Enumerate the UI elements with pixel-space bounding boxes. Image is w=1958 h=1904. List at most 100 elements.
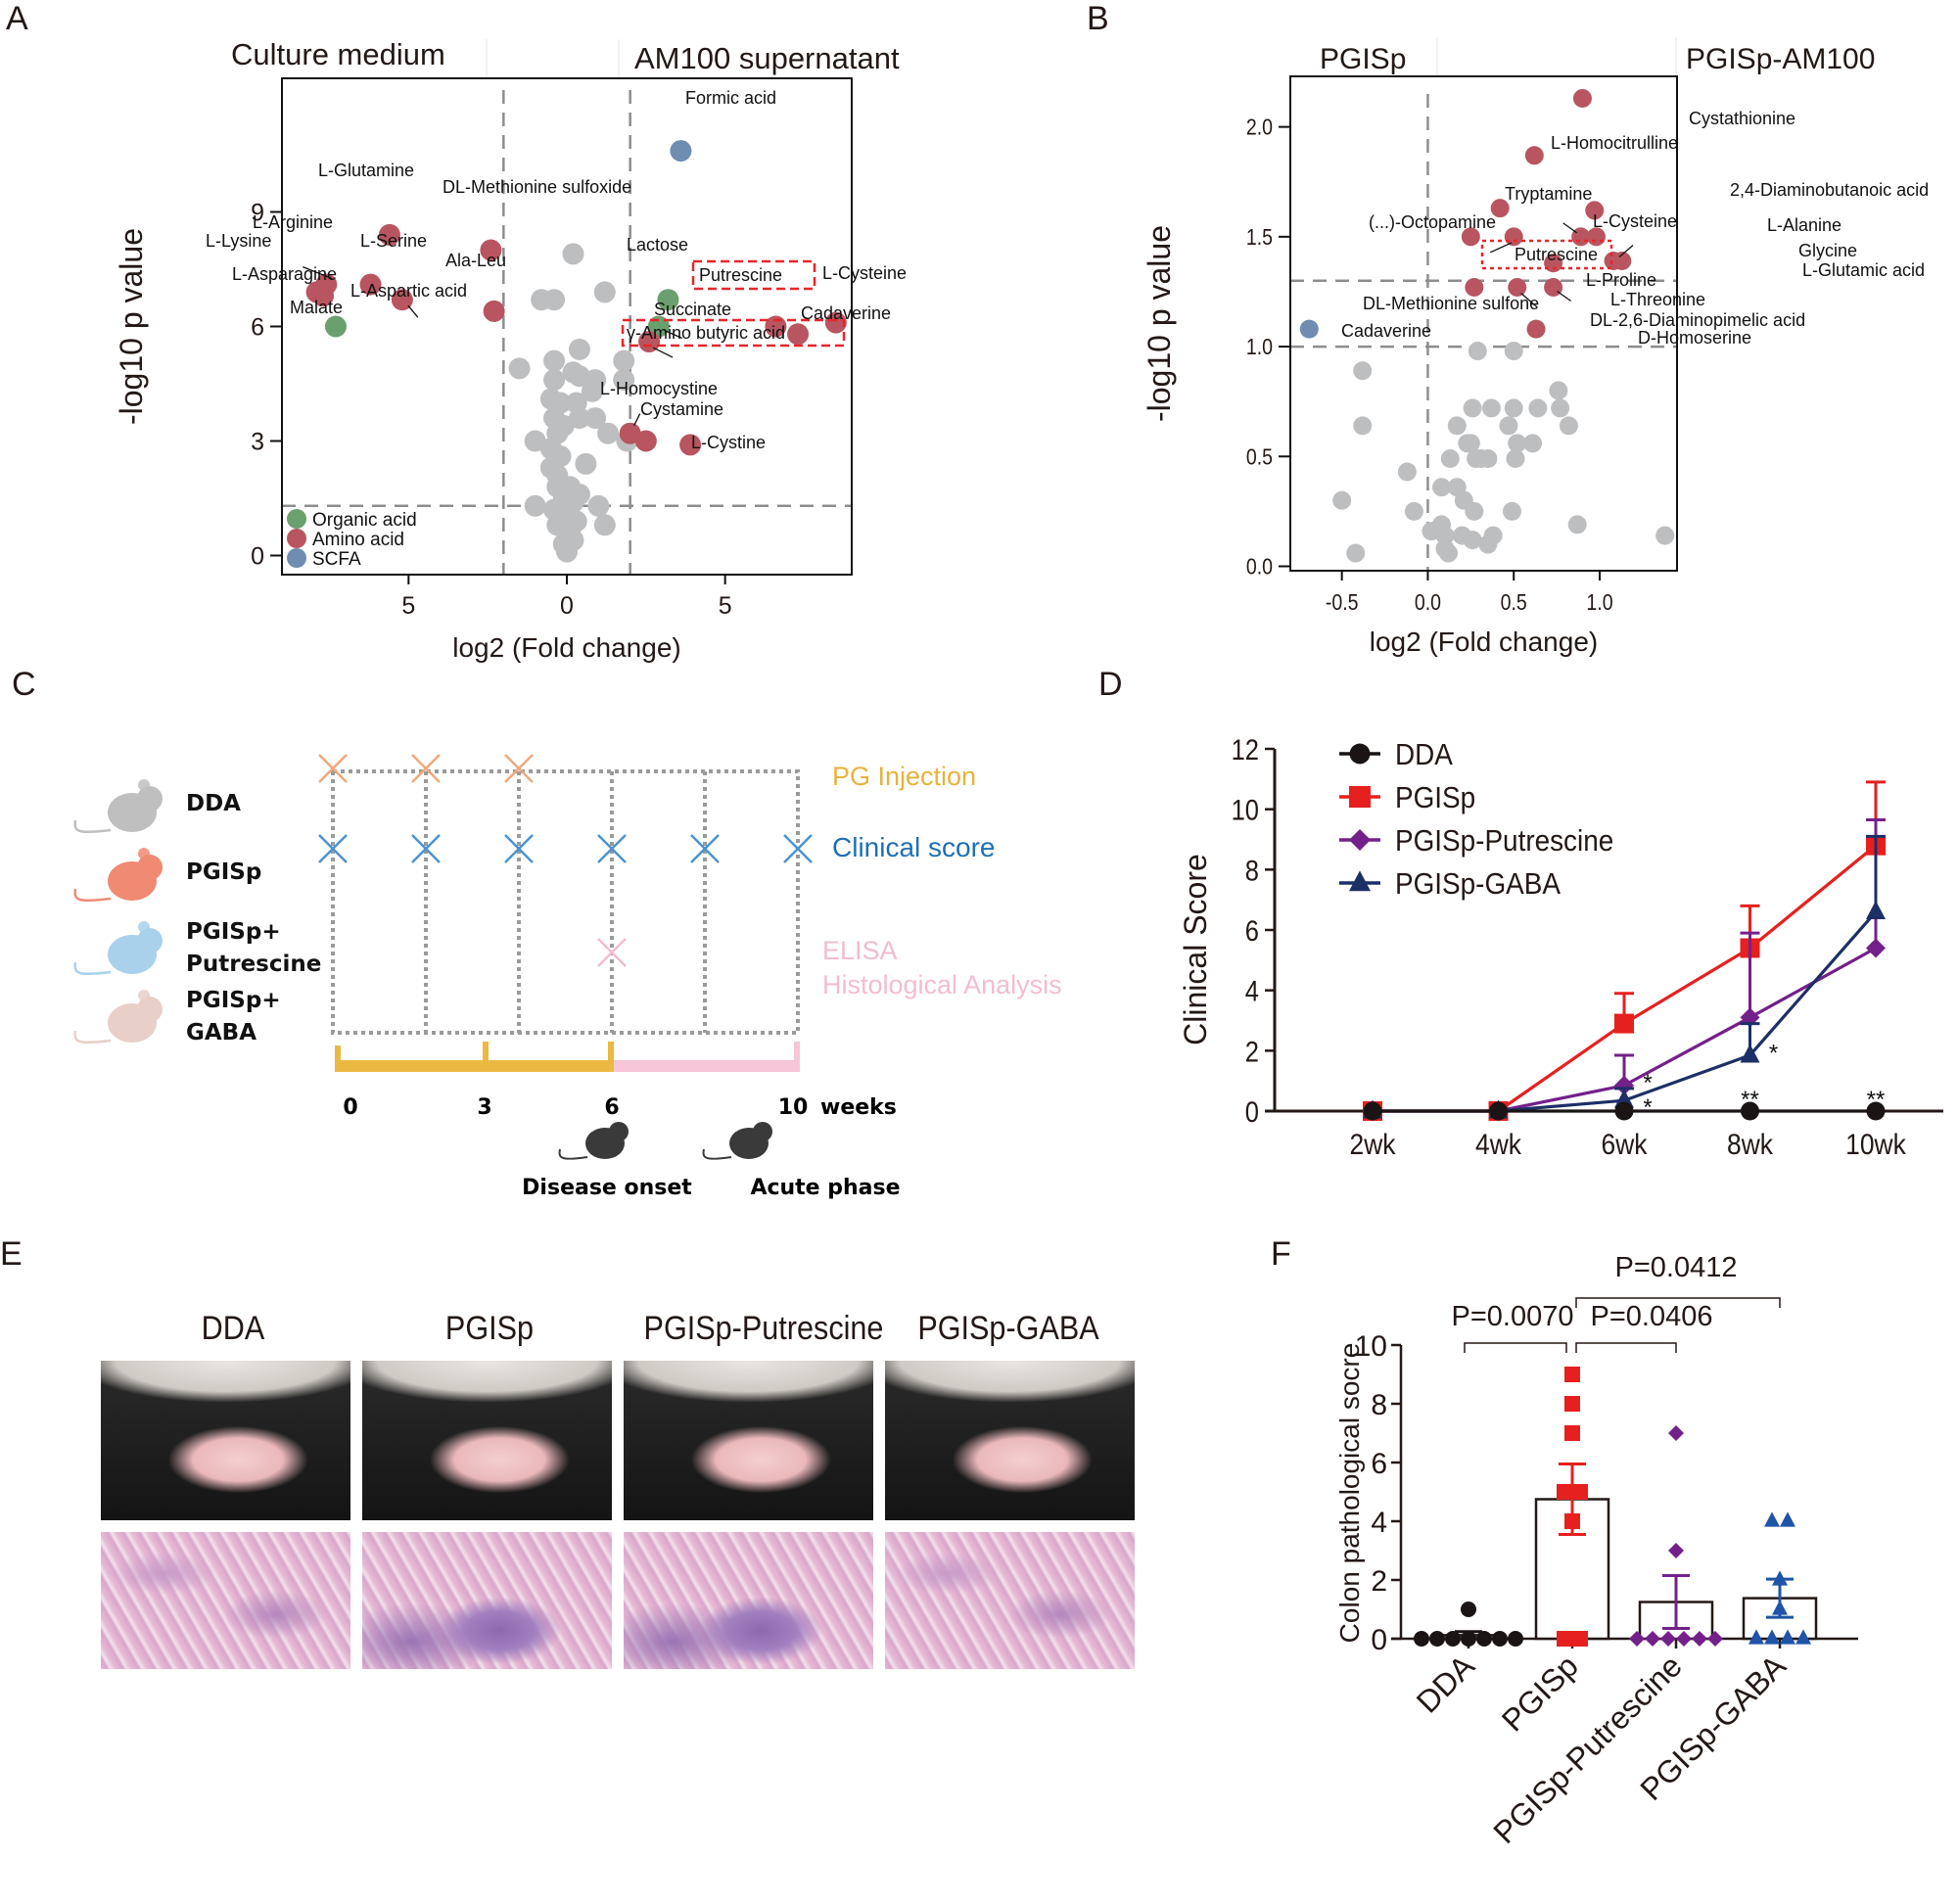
data-point-nonsignificant [1504, 398, 1523, 418]
clinical-score-mark [597, 834, 627, 863]
data-point-nonsignificant [1353, 361, 1373, 381]
data-point-pgisp-gaba [1764, 1511, 1780, 1527]
x-tick-label: 1.0 [1586, 590, 1612, 616]
mouse-head [137, 786, 163, 812]
panel-letter-f: F [1271, 1235, 1291, 1273]
mouse-tail [73, 819, 112, 834]
y-tick-label: 0 [1245, 1095, 1259, 1128]
data-point-nonsignificant [524, 494, 546, 517]
data-point-pgisp-gaba [1764, 1629, 1780, 1645]
data-point-nonsignificant [1523, 434, 1543, 453]
data-point-octopamine [1461, 227, 1480, 247]
y-tick-label: 6 [1245, 914, 1259, 947]
photo-title-dda: DDA [201, 1310, 265, 1347]
paw-photo-putrescine [624, 1361, 873, 1520]
point-label-l-alanine: L-Alanine [1767, 215, 1841, 235]
mouse-tail [73, 1030, 112, 1045]
data-point-pgisp-putrescine [1668, 1425, 1684, 1441]
data-point-putrescine [1504, 227, 1523, 247]
data-point-nonsignificant [1481, 398, 1501, 418]
comparison-bracket [1575, 1297, 1781, 1308]
mouse-ear [138, 848, 150, 859]
mouse-tail [73, 961, 112, 976]
point-label-l-proline: L-Proline [1586, 270, 1656, 290]
mouse-head [137, 855, 163, 880]
pg-injection-mark [318, 754, 348, 783]
data-point-dda-2wk [1363, 1101, 1382, 1121]
data-point-cadaverine [787, 323, 810, 346]
point-label-putrescine: Putrescine [1515, 245, 1598, 264]
y-tick-label: 3 [251, 428, 264, 455]
legend-marker-pgisp [1349, 786, 1371, 808]
data-point-dda-4wk [1489, 1101, 1508, 1121]
point-label-formic-acid: Formic acid [685, 88, 776, 108]
highlight-box-amino-butyric-acid [621, 318, 846, 348]
x-tick-label-10wk: 10wk [1845, 1127, 1906, 1160]
significance-annotation: ** [1741, 1087, 1759, 1113]
legend-marker-scfa [287, 548, 306, 568]
histology-pgisp [362, 1532, 612, 1669]
x-tick-label-pgisp: PGISp [1495, 1648, 1585, 1738]
data-point-formic-acid [670, 140, 692, 163]
legend-clinical-score: Clinical score [832, 832, 996, 862]
mouse-ear [138, 990, 150, 1001]
point-label-l-lysine: L-Lysine [206, 231, 271, 251]
significance-annotation: * [1643, 1070, 1652, 1096]
panel-letter-a: A [6, 0, 28, 37]
data-point-pgisp-putrescine [1676, 1631, 1692, 1647]
photo-title-putrescine: PGISp-Putrescine [643, 1310, 884, 1347]
point-label-d-homoserine: D-Homoserine [1638, 328, 1751, 348]
highlight-box-putrescine [1480, 239, 1613, 270]
data-point-nonsignificant [1468, 342, 1487, 361]
data-point-nonsignificant [1431, 478, 1451, 497]
group-label: PGISp+ [186, 919, 281, 945]
panel-letter-b: B [1087, 0, 1109, 37]
plot-frame [1289, 75, 1678, 572]
mouse-icon-pgisp [73, 848, 163, 903]
data-point-nonsignificant [1461, 434, 1480, 453]
y-tick-label: 1.5 [1246, 224, 1273, 250]
label-leader-line [303, 265, 333, 280]
y-tick-label: 0.5 [1246, 444, 1273, 470]
legend-label-scfa: SCFA [312, 549, 361, 570]
label-leader-line [652, 347, 674, 358]
data-point-dl-methionine-sulfone [1465, 277, 1484, 297]
y-tick-label: 2.0 [1246, 115, 1273, 140]
group-label: Putrescine [186, 952, 321, 977]
milestone-acute-phase: Acute phase [750, 1176, 900, 1200]
data-point-l-homocitrulline [1524, 146, 1544, 165]
x-tick-label-2wk: 2wk [1350, 1127, 1397, 1160]
label-leader-line [664, 329, 683, 340]
data-point-2-4-diaminobutanoic-acid [1585, 201, 1605, 220]
data-point-nonsignificant [508, 357, 531, 380]
data-point-dda [1429, 1631, 1445, 1647]
data-point-pgisp-gaba-10wk [1866, 901, 1886, 919]
data-point-l-aspartic-acid [391, 289, 413, 311]
point-label-lactose: Lactose [627, 235, 688, 255]
point-label-cystathionine: Cystathionine [1689, 109, 1795, 128]
data-point-nonsignificant [568, 338, 590, 360]
paw-photo-gaba [885, 1361, 1135, 1520]
data-point-nonsignificant [1447, 416, 1467, 436]
data-point-l-glutamic-acid [1612, 252, 1632, 271]
series-dda [1363, 1101, 1886, 1121]
data-point-nonsignificant [1567, 515, 1587, 534]
data-point-dl-methionine-sulfoxide [480, 239, 502, 261]
legend-label-pgisp-gaba: PGISp-GABA [1395, 867, 1561, 902]
data-point-dda [1445, 1631, 1461, 1647]
data-point-nonsignificant [1478, 449, 1498, 469]
y-axis-label: Colon pathological socre [1334, 1343, 1365, 1644]
data-point-nonsignificant [1346, 543, 1366, 563]
timeline-label-0: 0 [343, 1095, 357, 1120]
data-point-dda [1476, 1631, 1492, 1647]
data-point-d-homoserine [1526, 319, 1546, 339]
data-point-dda-6wk [1614, 1101, 1634, 1121]
data-point-nonsignificant [593, 281, 616, 303]
point-label-l-asparagine: L-Asparagine [232, 264, 337, 284]
y-tick-label: 0 [251, 542, 264, 570]
data-point-pgisp [1572, 1631, 1588, 1647]
mouse-ear [138, 779, 150, 791]
legend-marker-pgisp-putrescine [1349, 829, 1371, 851]
data-point-pgisp [1564, 1367, 1580, 1382]
